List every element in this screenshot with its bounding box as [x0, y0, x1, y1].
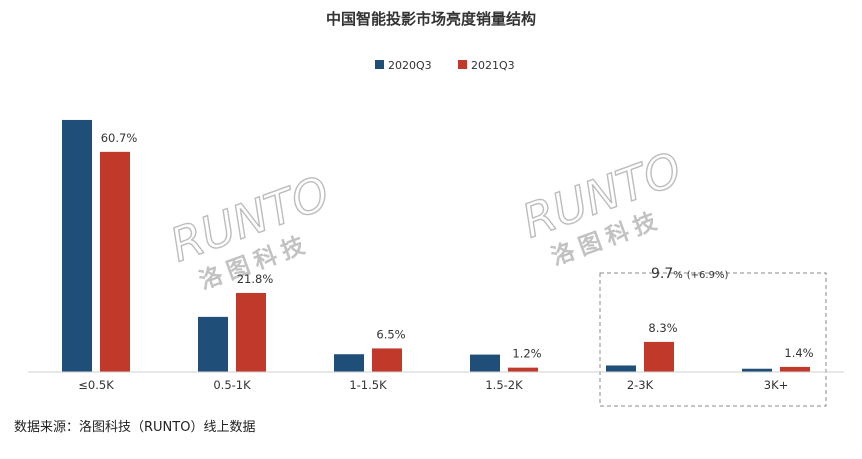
bar-2021q3-0: [100, 151, 130, 372]
legend-label-2020q3: 2020Q3: [388, 59, 432, 72]
legend: 2020Q3 2021Q3: [375, 59, 515, 72]
x-tick-label-0: ≤0.5K: [78, 378, 114, 392]
bar-2021q3-5: [780, 366, 810, 372]
highlight-box: [599, 272, 827, 407]
bar-2021q3-3: [508, 367, 538, 372]
x-axis-ticks: ≤0.5K 0.5-1K 1-1.5K 1.5-2K 2-3K 3K+: [78, 378, 788, 392]
source-note: 数据来源：洛图科技（RUNTO）线上数据: [14, 420, 256, 435]
x-tick-label-1: 0.5-1K: [213, 378, 251, 392]
bar-2020q3-0: [62, 119, 92, 373]
data-label-2021q3-4: 8.3%: [648, 321, 677, 335]
x-tick-label-3: 1.5-2K: [485, 378, 523, 392]
annotation-value: 9.7: [651, 266, 673, 282]
data-label-2021q3-1: 21.8%: [237, 272, 274, 286]
annotation-unit: %: [673, 270, 683, 281]
data-label-2021q3-2: 6.5%: [376, 327, 405, 341]
bar-2021q3-1: [236, 292, 266, 372]
bar-2020q3-5: [742, 368, 772, 372]
bar-2021q3-2: [372, 348, 402, 372]
x-tick-label-2: 1-1.5K: [349, 378, 387, 392]
bars: [62, 119, 810, 373]
bar-2020q3-1: [198, 316, 228, 372]
legend-label-2021q3: 2021Q3: [471, 59, 515, 72]
legend-swatch-2021q3: [458, 60, 467, 69]
bar-2020q3-4: [606, 365, 636, 372]
data-label-2021q3-0: 60.7%: [101, 131, 138, 145]
legend-swatch-2020q3: [375, 60, 384, 69]
chart-title: 中国智能投影市场亮度销量结构: [326, 10, 536, 28]
annotation-change: (+6.9%): [687, 270, 729, 281]
data-labels: 60.7% 21.8% 6.5% 1.2% 8.3% 1.4%: [101, 131, 814, 361]
bar-2020q3-2: [334, 354, 364, 372]
bar-2021q3-4: [644, 341, 674, 372]
data-label-2021q3-5: 1.4%: [784, 346, 813, 360]
x-tick-label-4: 2-3K: [627, 378, 654, 392]
watermark-right: RUNTO 洛图科技: [515, 141, 689, 271]
highlight-annotation: 9.7% (+6.9%): [651, 266, 728, 282]
x-tick-label-5: 3K+: [764, 378, 789, 392]
bar-2020q3-3: [470, 354, 500, 372]
data-label-2021q3-3: 1.2%: [512, 347, 541, 361]
